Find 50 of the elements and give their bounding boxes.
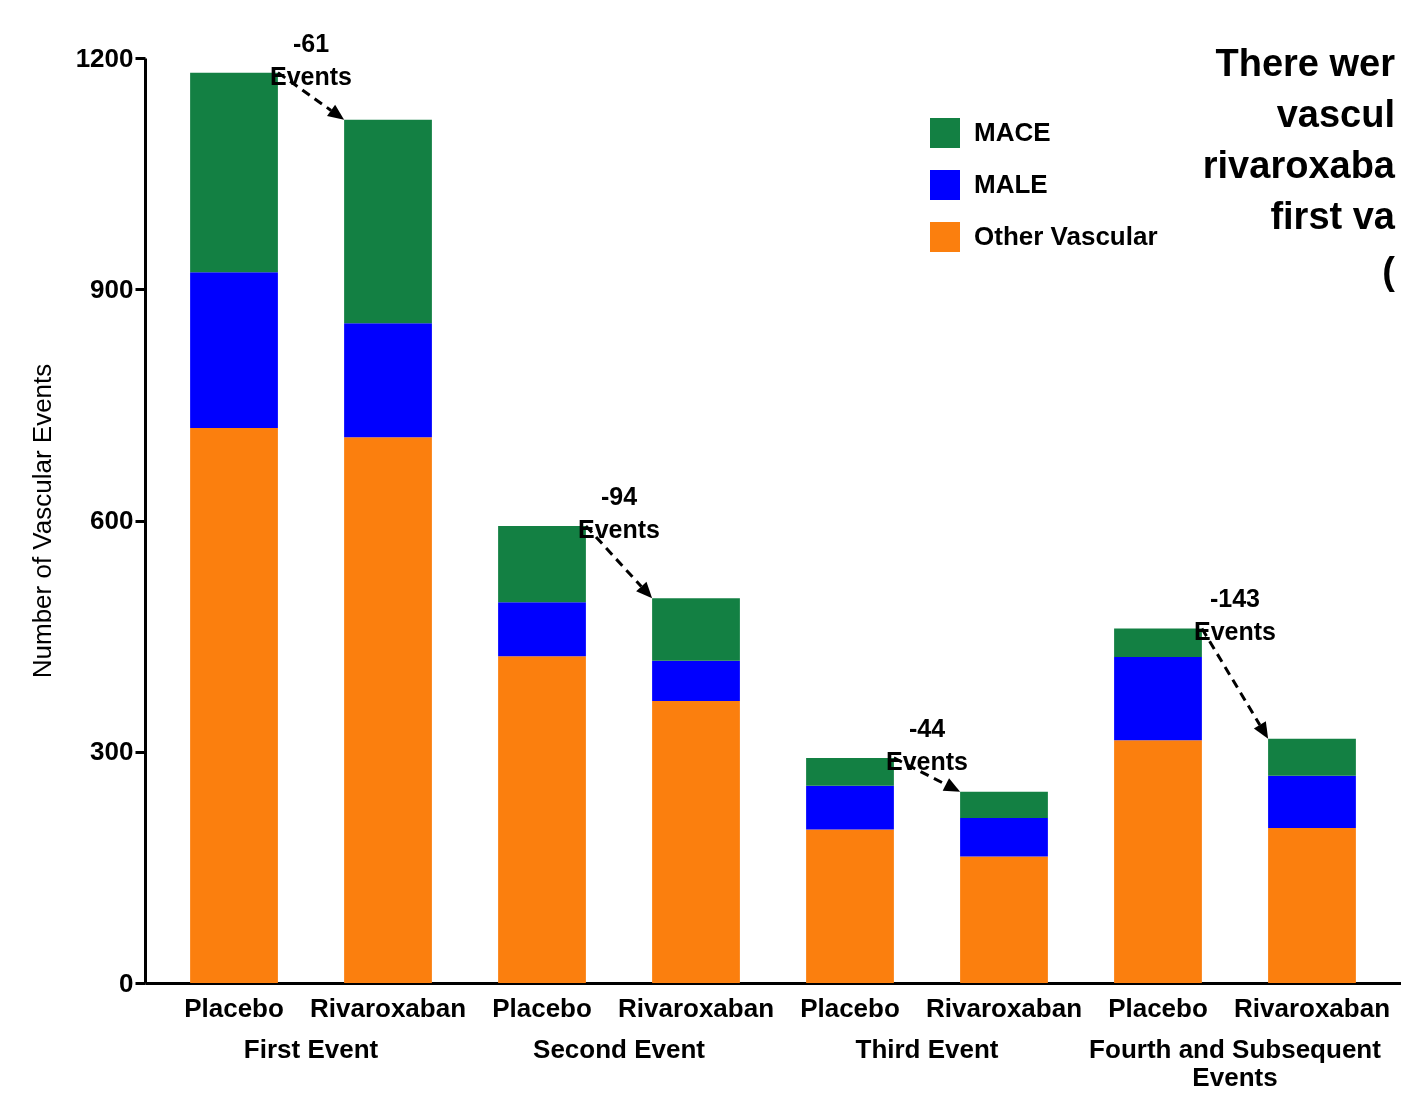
legend-label: MALE [974, 169, 1048, 199]
text: Fourth and Subsequent Events [1089, 1034, 1382, 1092]
y-tick-label: 300 [90, 736, 134, 767]
bar [960, 791, 1048, 819]
bar [1268, 775, 1356, 829]
bar [1268, 738, 1356, 776]
bar [806, 829, 894, 983]
annotation: -44 Events [886, 713, 968, 775]
text: Second Event [533, 1034, 706, 1064]
legend-label: Other Vascular [974, 221, 1158, 251]
bar [960, 818, 1048, 857]
bar [498, 656, 586, 983]
bar [498, 602, 586, 657]
y-tick-label: 0 [119, 967, 134, 998]
annotation: first va [1270, 195, 1396, 237]
bar [190, 272, 278, 428]
bar [190, 428, 278, 983]
y-tick-label: 600 [90, 505, 134, 535]
bar [960, 856, 1048, 983]
legend-label: MACE [974, 117, 1051, 147]
x-tick-label: Placebo [1108, 992, 1208, 1023]
y-tick-label: 1200 [75, 42, 134, 73]
x-tick-label: Placebo [184, 992, 284, 1023]
bar [344, 323, 432, 438]
annotation: ( [1382, 250, 1396, 292]
annotation: -143 Events [1194, 584, 1276, 646]
y-tick-label: 900 [90, 273, 134, 304]
annotation: rivaroxaba [1202, 144, 1396, 186]
x-tick-label: Placebo [492, 992, 592, 1023]
bar [1114, 656, 1202, 741]
x-tick-label: Rivaroxaban [309, 992, 467, 1023]
x-tick-label: Placebo [800, 992, 900, 1023]
annotation: vascul [1276, 93, 1395, 135]
bar [1268, 828, 1356, 983]
bar [806, 785, 894, 830]
text: First Event [243, 1034, 379, 1064]
y-axis-title: Number of Vascular Events [26, 363, 57, 679]
text: Third Event [855, 1034, 999, 1064]
bar [344, 437, 432, 983]
bar [652, 700, 740, 983]
x-tick-label: Rivaroxaban [1233, 992, 1391, 1023]
annotation: There wer [1215, 42, 1396, 84]
bar [652, 598, 740, 661]
annotation: -94 Events [578, 481, 660, 543]
x-tick-label: Rivaroxaban [925, 992, 1083, 1023]
bar [344, 119, 432, 324]
bar [652, 660, 740, 701]
annotation: -61 Events [270, 28, 352, 90]
bar [1114, 740, 1202, 983]
x-tick-label: Rivaroxaban [617, 992, 775, 1023]
